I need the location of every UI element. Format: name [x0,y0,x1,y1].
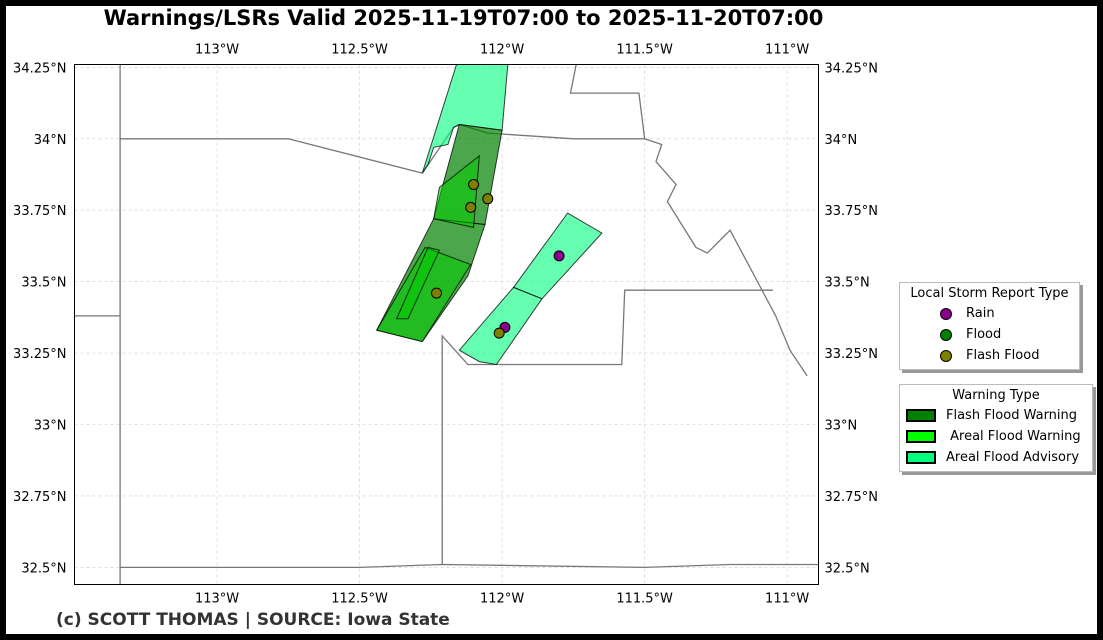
lat-tick-label: 34.25°N [825,61,878,76]
warning-legend: Warning Type Flash Flood Warning Areal F… [899,384,1093,472]
lon-tick-label: 112°W [480,592,524,607]
county-boundary-line [569,64,646,139]
areal-flood-advisory-swatch [906,451,936,464]
warning-polygon [421,64,509,174]
warning-polygons [375,64,603,366]
lat-tick-label: 32.5°N [825,561,870,576]
lat-tick-label: 34°N [825,133,858,148]
lon-tick-label: 113°W [195,43,239,58]
lat-tick-label: 32.75°N [13,490,66,505]
lat-tick-label: 34°N [34,133,67,148]
lat-tick-label: 33.75°N [13,204,66,219]
lon-tick-label: 112.5°W [331,43,388,58]
flash-flood-warning-swatch [906,409,936,422]
lsr-points [431,179,565,339]
lat-tick-label: 33.5°N [825,276,870,291]
lsr-marker [468,179,480,190]
warning-legend-title: Warning Type [952,388,1040,403]
flood-marker-icon [940,328,952,341]
lsr-legend-label: Flood [966,327,1002,342]
county-boundary-line [120,563,819,569]
credit-footer: (c) SCOTT THOMAS | SOURCE: Iowa State [56,610,450,630]
axis-tick-labels: 113°W 113°W 112.5°W 112.5°W 112°W 112°W 111.5°… [13,43,878,607]
lon-tick-label: 111°W [765,43,809,58]
lsr-marker [493,327,505,339]
lat-tick-label: 33.25°N [825,347,878,362]
warning-legend-item: Areal Flood Advisory [900,447,1092,468]
warning-legend-label: Areal Flood Warning [946,429,1081,444]
lat-tick-label: 33.75°N [825,204,878,219]
warning-legend-item: Flash Flood Warning [900,405,1092,426]
warning-legend-label: Flash Flood Warning [946,408,1078,423]
map-title: Warnings/LSRs Valid 2025-11-19T07:00 to … [103,6,824,30]
lon-tick-label: 113°W [195,592,239,607]
lat-tick-label: 33.25°N [13,347,66,362]
lsr-marker [431,287,442,299]
lat-tick-label: 33.5°N [21,276,66,291]
lsr-legend: Local Storm Report Type Rain Flood Flash… [899,282,1080,370]
lsr-legend-item: Rain [900,303,1079,324]
lsr-legend-item: Flash Flood [900,345,1079,366]
warning-legend-label: Areal Flood Advisory [946,450,1080,465]
lon-tick-label: 112.5°W [331,592,388,607]
lsr-legend-item: Flood [900,324,1079,345]
lsr-marker [465,201,477,213]
lsr-legend-label: Flash Flood [966,348,1040,363]
lat-tick-label: 33°N [34,419,67,434]
lon-tick-label: 111.5°W [616,43,673,58]
lat-tick-label: 33°N [825,419,858,434]
lsr-marker [482,193,494,205]
areal-flood-warning-swatch [906,430,936,443]
warning-legend-item: Areal Flood Warning [900,426,1092,447]
map-plot-frame [74,64,819,585]
lat-tick-label: 32.5°N [21,561,66,576]
flash-flood-marker-icon [940,349,952,362]
lon-tick-label: 111.5°W [616,592,673,607]
lon-tick-label: 111°W [765,592,809,607]
county-boundary-line [441,289,773,565]
lat-tick-label: 34.25°N [13,61,66,76]
county-boundaries [74,64,819,585]
lsr-marker [553,250,565,262]
lsr-legend-label: Rain [966,306,995,321]
lsr-legend-title: Local Storm Report Type [910,286,1069,301]
lon-tick-label: 112°W [480,43,524,58]
warning-polygon [395,246,441,320]
rain-marker-icon [940,307,952,320]
lat-tick-label: 32.75°N [825,490,878,505]
